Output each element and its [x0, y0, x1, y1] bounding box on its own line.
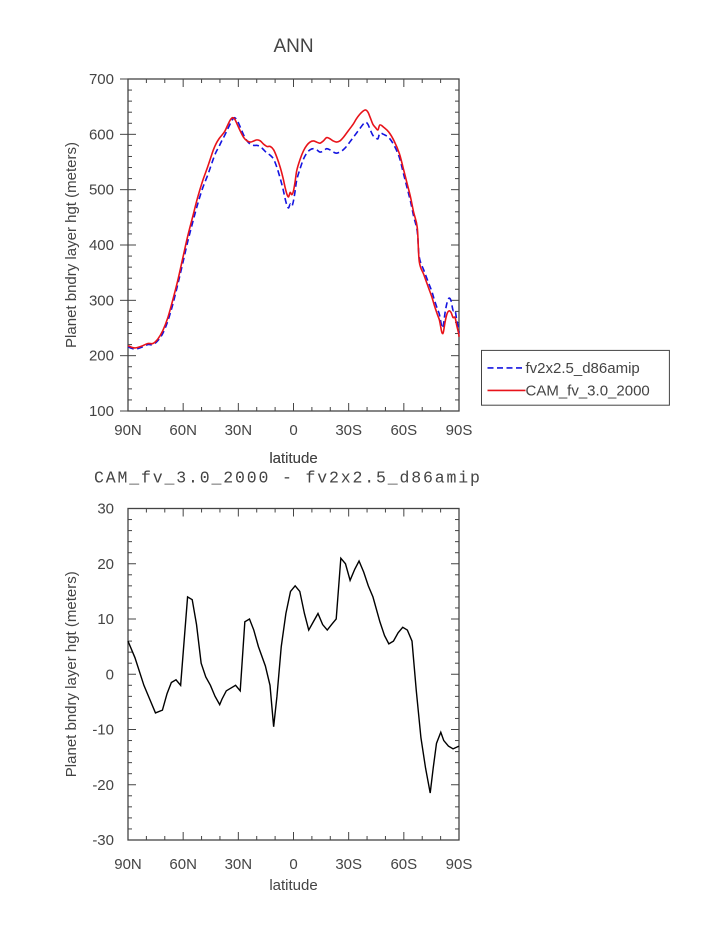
svg-text:30S: 30S [335, 856, 362, 873]
svg-text:300: 300 [89, 292, 114, 309]
svg-text:CAM_fv_3.0_2000 - fv2x2.5_d8: CAM_fv_3.0_2000 - fv2x2.5_d86amip [94, 468, 482, 487]
svg-text:20: 20 [97, 556, 114, 573]
svg-text:60N: 60N [169, 856, 197, 873]
svg-text:700: 700 [89, 71, 114, 88]
svg-text:CAM_fv_3.0_2000: CAM_fv_3.0_2000 [526, 382, 650, 399]
svg-text:0: 0 [106, 666, 114, 683]
svg-text:60S: 60S [390, 856, 417, 873]
svg-text:600: 600 [89, 126, 114, 143]
svg-text:400: 400 [89, 237, 114, 254]
svg-text:10: 10 [97, 611, 114, 628]
svg-text:-10: -10 [92, 722, 114, 739]
svg-text:Planet bndry layer hgt (meters: Planet bndry layer hgt (meters) [63, 571, 80, 777]
svg-text:-20: -20 [92, 777, 114, 794]
svg-text:latitude: latitude [269, 450, 317, 467]
svg-text:fv2x2.5_d86amip: fv2x2.5_d86amip [526, 360, 640, 377]
svg-text:100: 100 [89, 403, 114, 420]
svg-text:200: 200 [89, 348, 114, 365]
svg-text:Planet bndry layer hgt (meters: Planet bndry layer hgt (meters) [63, 142, 80, 348]
svg-text:60N: 60N [169, 422, 197, 439]
svg-text:90S: 90S [446, 422, 473, 439]
svg-text:ANN: ANN [273, 36, 313, 57]
svg-text:90N: 90N [114, 856, 142, 873]
svg-text:30: 30 [97, 501, 114, 518]
svg-text:500: 500 [89, 182, 114, 199]
svg-text:30N: 30N [225, 422, 253, 439]
svg-text:30S: 30S [335, 422, 362, 439]
svg-text:0: 0 [289, 856, 297, 873]
svg-text:0: 0 [289, 422, 297, 439]
svg-text:90S: 90S [446, 856, 473, 873]
svg-text:60S: 60S [390, 422, 417, 439]
svg-text:30N: 30N [225, 856, 253, 873]
svg-text:latitude: latitude [269, 877, 317, 894]
svg-text:90N: 90N [114, 422, 142, 439]
svg-text:-30: -30 [92, 832, 114, 849]
